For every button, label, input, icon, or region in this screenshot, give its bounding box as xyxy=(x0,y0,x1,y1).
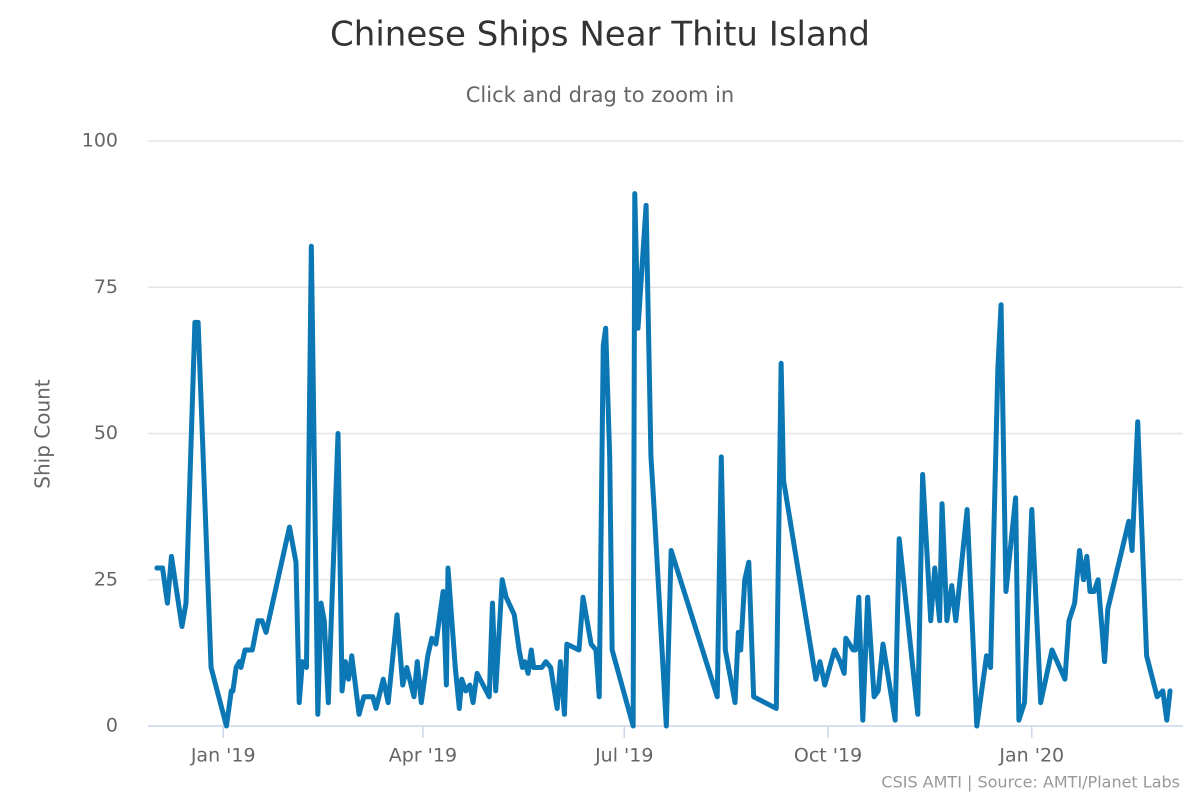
data-line xyxy=(154,191,1173,729)
credits: CSIS AMTI | Source: AMTI/Planet Labs xyxy=(881,773,1180,792)
y-tick-label: 25 xyxy=(94,568,118,590)
y-tick-label: 0 xyxy=(106,715,118,737)
x-tick-label: Jan '20 xyxy=(998,745,1064,767)
x-tick-label: Jul '19 xyxy=(594,745,653,767)
x-tick-label: Apr '19 xyxy=(389,745,457,767)
y-axis-label: Ship Count xyxy=(31,379,55,489)
y-tick-label: 50 xyxy=(94,422,118,444)
x-tick-label: Oct '19 xyxy=(794,745,862,767)
x-tick-label: Jan '19 xyxy=(190,745,256,767)
y-tick-label: 100 xyxy=(82,130,118,152)
chart-title: Chinese Ships Near Thitu Island xyxy=(330,15,870,55)
chart-subtitle: Click and drag to zoom in xyxy=(466,83,735,107)
y-tick-label: 75 xyxy=(94,276,118,298)
